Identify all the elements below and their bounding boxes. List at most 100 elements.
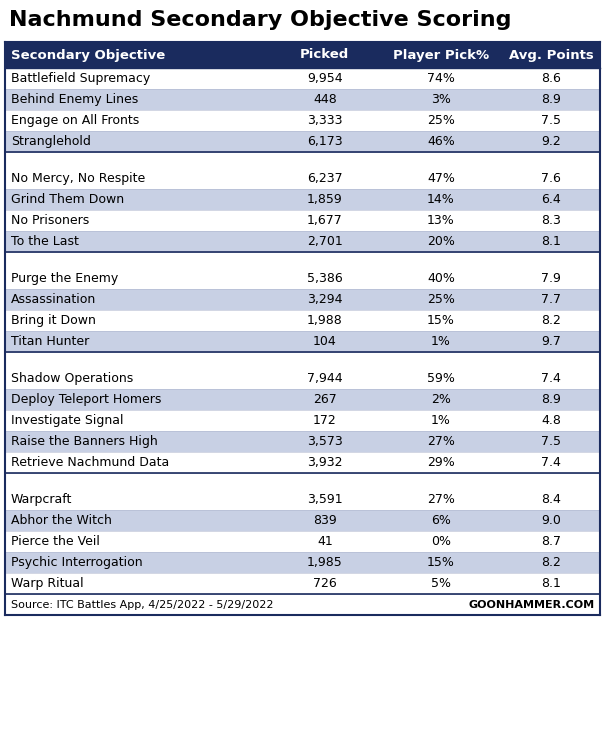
Text: Picked: Picked — [300, 49, 350, 61]
Text: 1,859: 1,859 — [307, 193, 342, 206]
Bar — [5, 368, 600, 389]
Text: 104: 104 — [313, 335, 337, 348]
Text: 13%: 13% — [427, 214, 455, 227]
Bar — [5, 168, 600, 189]
Text: Avg. Points: Avg. Points — [509, 49, 594, 61]
Bar — [5, 552, 600, 573]
Text: 15%: 15% — [427, 556, 455, 569]
Text: 6.4: 6.4 — [541, 193, 561, 206]
Text: 8.4: 8.4 — [541, 493, 561, 506]
Text: 8.1: 8.1 — [541, 235, 561, 248]
Text: 7.4: 7.4 — [541, 372, 561, 385]
Text: 7.7: 7.7 — [541, 293, 561, 306]
Text: 7.5: 7.5 — [541, 435, 561, 448]
Text: Warpcraft: Warpcraft — [11, 493, 73, 506]
Bar — [5, 489, 600, 510]
Text: Investigate Signal: Investigate Signal — [11, 414, 123, 427]
Text: 8.2: 8.2 — [541, 314, 561, 327]
Text: Engage on All Fronts: Engage on All Fronts — [11, 114, 139, 127]
Bar — [5, 594, 600, 615]
Text: 448: 448 — [313, 93, 337, 106]
Text: 3%: 3% — [431, 93, 451, 106]
Text: 27%: 27% — [427, 493, 455, 506]
Bar — [5, 431, 600, 452]
Text: 6%: 6% — [431, 514, 451, 527]
Text: GOONHAMMER.COM: GOONHAMMER.COM — [469, 599, 595, 610]
Text: 8.2: 8.2 — [541, 556, 561, 569]
Bar — [5, 231, 600, 252]
Text: 3,333: 3,333 — [307, 114, 342, 127]
Text: 7.4: 7.4 — [541, 456, 561, 469]
Text: 726: 726 — [313, 577, 337, 590]
Text: Deploy Teleport Homers: Deploy Teleport Homers — [11, 393, 162, 406]
Text: 20%: 20% — [427, 235, 455, 248]
Bar — [5, 510, 600, 531]
Text: Behind Enemy Lines: Behind Enemy Lines — [11, 93, 139, 106]
Text: 5,386: 5,386 — [307, 272, 342, 285]
Bar — [5, 42, 600, 68]
Bar — [5, 531, 600, 552]
Text: 8.9: 8.9 — [541, 393, 561, 406]
Text: 3,932: 3,932 — [307, 456, 342, 469]
Text: 1,985: 1,985 — [307, 556, 342, 569]
Bar — [5, 310, 600, 331]
Bar — [5, 110, 600, 131]
Bar — [5, 573, 600, 594]
Text: 6,237: 6,237 — [307, 172, 342, 185]
Text: 47%: 47% — [427, 172, 455, 185]
Text: 1%: 1% — [431, 414, 451, 427]
Text: 4.8: 4.8 — [541, 414, 561, 427]
Text: Warp Ritual: Warp Ritual — [11, 577, 83, 590]
Text: 3,591: 3,591 — [307, 493, 342, 506]
Text: 74%: 74% — [427, 72, 455, 85]
Text: Battlefield Supremacy: Battlefield Supremacy — [11, 72, 150, 85]
Text: Secondary Objective: Secondary Objective — [11, 49, 165, 61]
Text: 8.7: 8.7 — [541, 535, 561, 548]
Text: 0%: 0% — [431, 535, 451, 548]
Bar — [5, 210, 600, 231]
Text: Grind Them Down: Grind Them Down — [11, 193, 124, 206]
Text: 7.5: 7.5 — [541, 114, 561, 127]
Text: 3,573: 3,573 — [307, 435, 342, 448]
Text: Stranglehold: Stranglehold — [11, 135, 91, 148]
Text: No Prisoners: No Prisoners — [11, 214, 90, 227]
Text: 7.6: 7.6 — [541, 172, 561, 185]
Text: 8.3: 8.3 — [541, 214, 561, 227]
Text: Source: ITC Battles App, 4/25/2022 - 5/29/2022: Source: ITC Battles App, 4/25/2022 - 5/2… — [11, 599, 273, 610]
Text: 839: 839 — [313, 514, 337, 527]
Text: 14%: 14% — [427, 193, 455, 206]
Text: 9.0: 9.0 — [541, 514, 561, 527]
Bar — [5, 473, 600, 489]
Text: 1%: 1% — [431, 335, 451, 348]
Text: 8.6: 8.6 — [541, 72, 561, 85]
Text: Retrieve Nachmund Data: Retrieve Nachmund Data — [11, 456, 169, 469]
Text: 25%: 25% — [427, 114, 455, 127]
Text: Bring it Down: Bring it Down — [11, 314, 96, 327]
Text: Nachmund Secondary Objective Scoring: Nachmund Secondary Objective Scoring — [9, 10, 511, 30]
Text: 41: 41 — [317, 535, 333, 548]
Text: 5%: 5% — [431, 577, 451, 590]
Text: Assassination: Assassination — [11, 293, 96, 306]
Text: 7.9: 7.9 — [541, 272, 561, 285]
Text: 6,173: 6,173 — [307, 135, 342, 148]
Text: 2%: 2% — [431, 393, 451, 406]
Bar — [5, 89, 600, 110]
Text: 2,701: 2,701 — [307, 235, 342, 248]
Text: 40%: 40% — [427, 272, 455, 285]
Bar — [0, 0, 605, 42]
Text: 25%: 25% — [427, 293, 455, 306]
Text: 29%: 29% — [427, 456, 455, 469]
Bar — [5, 189, 600, 210]
Text: Titan Hunter: Titan Hunter — [11, 335, 90, 348]
Text: No Mercy, No Respite: No Mercy, No Respite — [11, 172, 145, 185]
Bar — [5, 389, 600, 410]
Text: 1,677: 1,677 — [307, 214, 342, 227]
Bar — [5, 152, 600, 168]
Text: Abhor the Witch: Abhor the Witch — [11, 514, 112, 527]
Text: Raise the Banners High: Raise the Banners High — [11, 435, 158, 448]
Text: 8.9: 8.9 — [541, 93, 561, 106]
Text: Psychic Interrogation: Psychic Interrogation — [11, 556, 143, 569]
Text: 172: 172 — [313, 414, 337, 427]
Bar — [5, 352, 600, 368]
Text: Pierce the Veil: Pierce the Veil — [11, 535, 100, 548]
